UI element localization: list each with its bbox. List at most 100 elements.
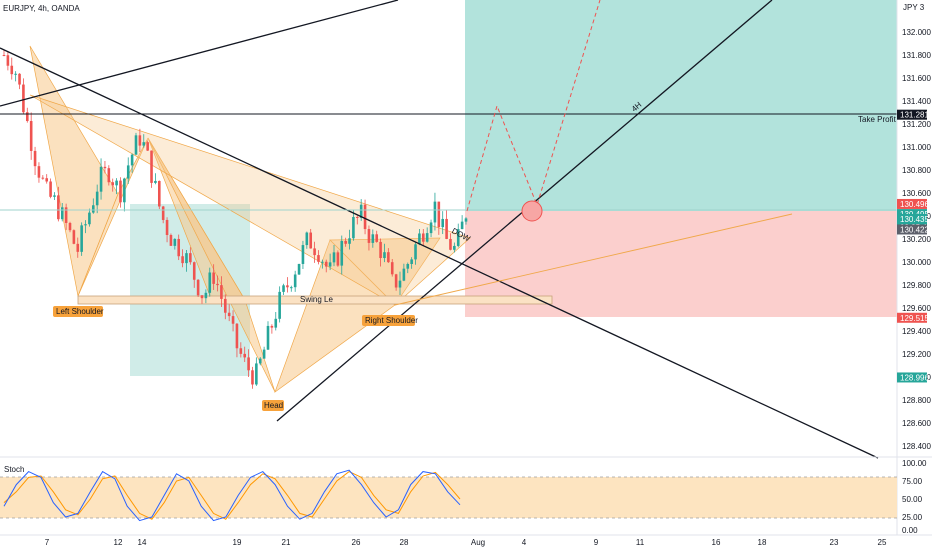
right-shoulder-tag: Right Shoulder <box>362 315 418 326</box>
candle <box>200 294 204 304</box>
candle <box>142 134 146 148</box>
stoch-k-line <box>3 469 461 522</box>
candle <box>146 140 149 151</box>
candle <box>2 49 6 57</box>
time-tick-label: Aug <box>471 538 485 547</box>
candle <box>305 231 309 249</box>
candle <box>402 263 406 282</box>
candle <box>317 250 320 265</box>
neckline-box <box>77 295 553 305</box>
candle <box>235 323 239 358</box>
candle <box>189 247 192 265</box>
price-tick-label: 128.400 <box>902 442 931 451</box>
candle <box>53 192 56 201</box>
price-tick-label: 129.400 <box>902 327 931 336</box>
trendline-upper[interactable] <box>0 0 399 107</box>
candle <box>425 227 429 243</box>
entry-marker <box>521 200 543 222</box>
stoch-tick-label: 75.00 <box>902 477 923 486</box>
candle <box>231 310 235 332</box>
candle <box>270 324 274 334</box>
time-axis[interactable]: 7 12 14 19 21 26 28 Aug 4 9 11 16 18 23 25 <box>45 538 887 547</box>
candle <box>196 279 200 297</box>
candle <box>367 225 371 251</box>
candle <box>332 244 336 267</box>
price-tick-label: 131.400 <box>902 97 931 106</box>
stoch-axis-ticks: 100.00 75.00 50.00 25.00 0.00 <box>902 459 927 535</box>
candle <box>165 217 169 243</box>
price-tick-label: 131.600 <box>902 74 931 83</box>
pattern-segment <box>329 237 441 306</box>
candle <box>286 277 289 293</box>
candle <box>371 229 375 248</box>
time-tick-label: 19 <box>233 538 242 547</box>
candle <box>91 198 95 214</box>
candle <box>76 237 80 258</box>
candle <box>247 349 250 377</box>
price-tag-value: 128.996 <box>900 373 929 382</box>
trendline-descending[interactable] <box>0 47 879 459</box>
candle <box>103 160 107 174</box>
candle <box>258 357 262 366</box>
candle <box>262 346 266 359</box>
time-tick-label: 4 <box>522 538 527 547</box>
candle <box>80 222 83 256</box>
price-tick-label: 129.600 <box>902 304 931 313</box>
candle <box>208 267 212 297</box>
time-tick-label: 26 <box>352 538 361 547</box>
candle <box>134 132 138 155</box>
stoch-label[interactable]: Stoch <box>4 465 24 474</box>
candle <box>328 253 332 271</box>
price-tag-value: 131.281 <box>900 111 929 120</box>
candle <box>88 208 91 227</box>
candle <box>449 233 452 251</box>
time-tick-label: 9 <box>594 538 599 547</box>
stoch-tick-label: 50.00 <box>902 495 923 504</box>
candle <box>123 177 126 212</box>
candle <box>421 228 425 246</box>
take-profit-label: Take Profit <box>858 115 897 124</box>
candle <box>223 294 227 320</box>
candle <box>22 78 25 114</box>
time-tick-label: 21 <box>282 538 291 547</box>
candle <box>68 221 72 233</box>
candle <box>340 235 344 275</box>
candle <box>161 205 165 224</box>
stoch-d-line <box>3 471 461 520</box>
price-tag-stop-loss: 129.515 <box>897 312 929 323</box>
candle <box>352 210 355 241</box>
candle <box>398 271 402 296</box>
time-tick-label: 25 <box>878 538 887 547</box>
time-tick-label: 11 <box>636 538 645 547</box>
candle <box>375 230 379 243</box>
candle <box>177 234 181 261</box>
time-tick-label: 16 <box>712 538 721 547</box>
candle <box>410 257 413 269</box>
price-tick-label: 129.800 <box>902 281 931 290</box>
candle <box>441 211 445 235</box>
symbol-title[interactable]: EURJPY, 4h, OANDA <box>3 4 80 13</box>
candle <box>414 242 417 265</box>
candle <box>119 177 122 208</box>
candle <box>289 285 293 292</box>
candle <box>41 175 45 180</box>
time-tick-label: 18 <box>758 538 767 547</box>
projection-line <box>394 213 793 306</box>
candle <box>453 242 456 253</box>
candle <box>390 258 394 277</box>
candle <box>181 249 184 268</box>
candle <box>394 273 398 291</box>
candle <box>363 199 367 235</box>
candle <box>37 162 41 183</box>
candle <box>297 263 301 276</box>
candle <box>336 250 340 267</box>
candle <box>243 346 247 363</box>
price-tag-old-target: 128.996 <box>897 372 929 383</box>
price-tag-value: 130.422 <box>900 225 929 234</box>
candle <box>282 283 285 296</box>
candle <box>18 73 21 90</box>
candle <box>204 289 208 304</box>
price-tick-label: 131.200 <box>902 120 931 129</box>
price-tag-level-a: 130.496 <box>897 198 929 209</box>
